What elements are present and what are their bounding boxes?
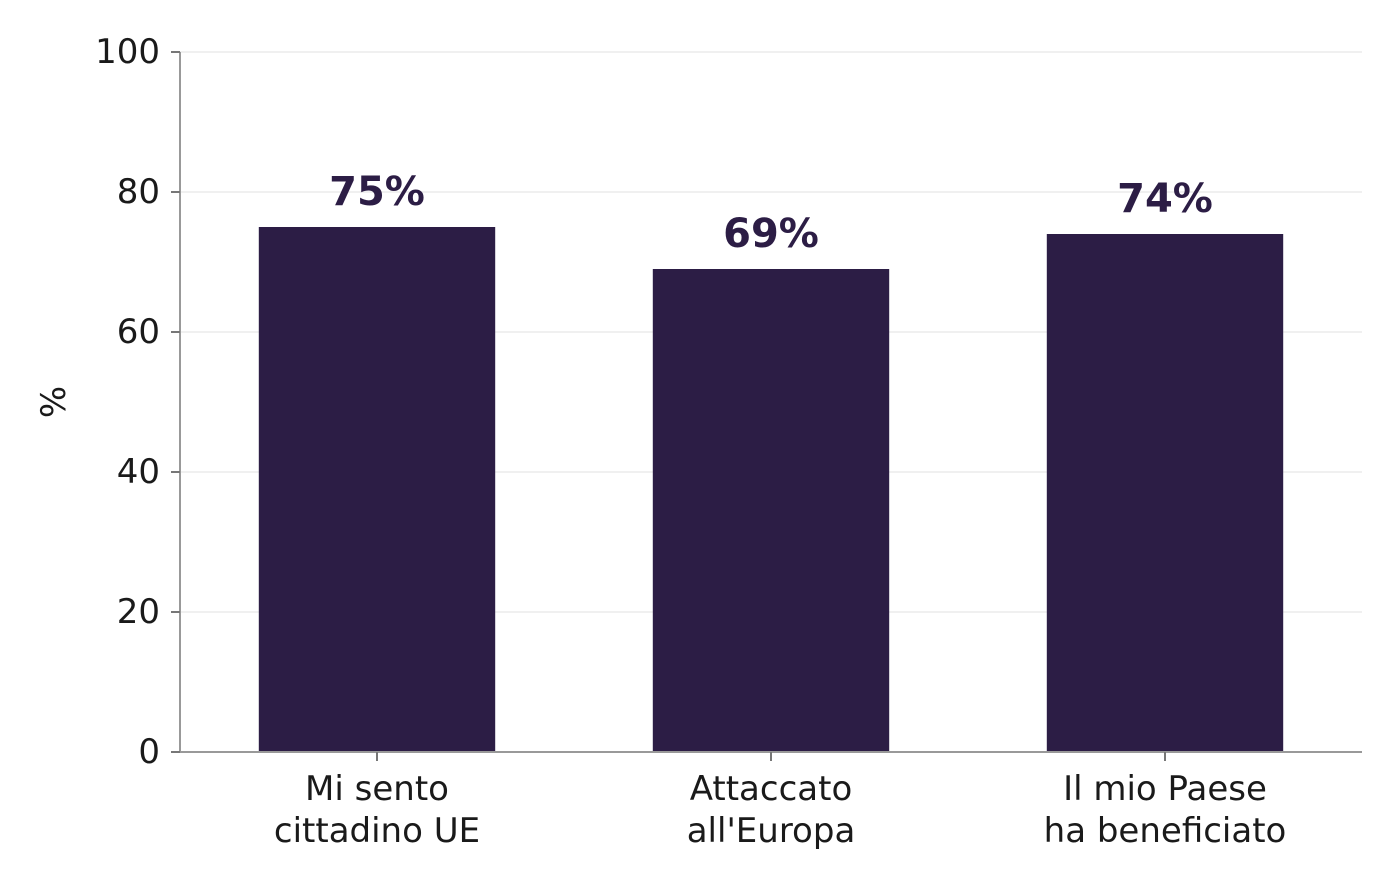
- y-axis-label: %: [34, 386, 74, 418]
- y-axis-ticks: 0 20 40 60 80 100: [95, 32, 180, 772]
- y-tick-label: 0: [138, 732, 160, 772]
- bar: [1046, 234, 1284, 752]
- y-tick-label: 100: [95, 32, 160, 72]
- bar-value-label: 69%: [723, 211, 819, 257]
- bars: [258, 227, 1284, 752]
- x-axis-ticks: Mi sento cittadino UE Attaccato all'Europa I…: [274, 752, 1286, 851]
- bar: [258, 227, 496, 752]
- bar: [652, 269, 890, 752]
- y-tick-label: 20: [117, 592, 160, 632]
- x-tick-label-line: all'Europa: [687, 811, 856, 851]
- bar-value-label: 75%: [329, 169, 425, 215]
- y-tick-label: 80: [117, 172, 160, 212]
- x-tick-label-line: Attaccato: [690, 769, 853, 809]
- y-tick-label: 60: [117, 312, 160, 352]
- x-tick-label: Mi sento cittadino UE: [274, 769, 480, 851]
- y-tick-label: 40: [117, 452, 160, 492]
- x-tick-label-line: ha beneficiato: [1044, 811, 1287, 851]
- bar-value-label: 74%: [1117, 176, 1213, 222]
- x-tick-label-line: cittadino UE: [274, 811, 480, 851]
- x-tick-label-line: Mi sento: [305, 769, 449, 809]
- x-tick-label: Attaccato all'Europa: [687, 769, 856, 851]
- x-tick-label-line: Il mio Paese: [1063, 769, 1267, 809]
- data-labels: 75% 69% 74%: [329, 169, 1213, 257]
- x-tick-label: Il mio Paese ha beneficiato: [1044, 769, 1287, 851]
